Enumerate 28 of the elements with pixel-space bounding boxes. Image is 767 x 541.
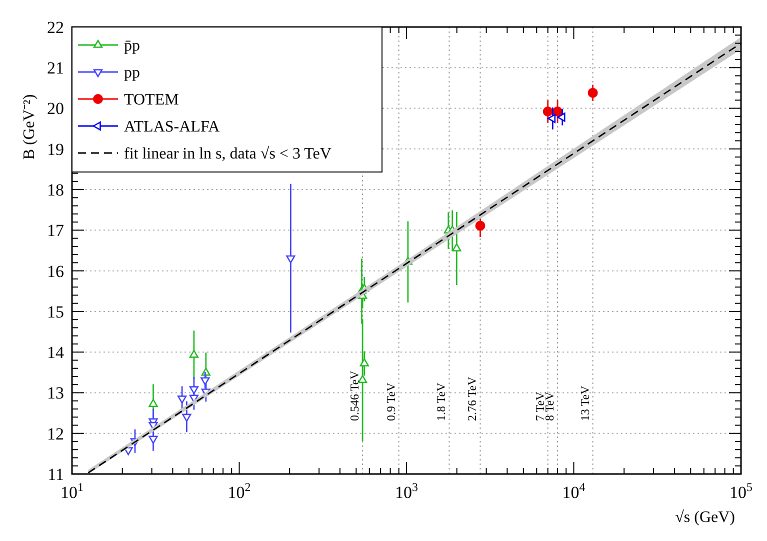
y-tick-label: 15 [47, 302, 64, 322]
y-tick-label: 20 [47, 99, 64, 118]
y-tick-label: 12 [47, 424, 64, 444]
y-tick-label: 21 [47, 58, 64, 78]
ref-line-label: 7 TeV [532, 391, 547, 421]
y-tick-label: 19 [47, 140, 64, 159]
y-tick-label: 16 [47, 262, 64, 281]
x-tick-label: 10$^{3}$ [395, 480, 418, 502]
ref-line-label: 13 TeV [578, 385, 592, 421]
y-axis-title: B (GeV⁻²) [21, 94, 38, 160]
legend-label: fit linear in ln s, data √s < 3 TeV [124, 146, 332, 163]
legend-label: pp [124, 64, 140, 82]
ref-line-label: 0.546 TeV [348, 370, 362, 421]
y-tick-label: 14 [47, 343, 64, 362]
ref-line-label: 1.8 TeV [434, 382, 448, 421]
legend-label: TOTEM [124, 92, 179, 109]
y-tick-label: 18 [47, 180, 64, 200]
ref-line-label: 0.9 TeV [384, 382, 398, 421]
y-tick-label: 13 [47, 384, 64, 403]
y-tick-label: 22 [47, 18, 64, 37]
x-tick-label: 10$^{5}$ [730, 480, 753, 502]
x-tick-label: 10$^{4}$ [562, 480, 586, 502]
legend-label: p̄p [124, 38, 140, 55]
y-tick-label: 17 [47, 221, 64, 240]
x-tick-label: 10$^{2}$ [228, 480, 251, 502]
x-axis-title: √s (GeV) [675, 509, 735, 526]
legend-label: ATLAS-ALFA [124, 118, 220, 136]
ref-line-label: 2.76 TeV [465, 376, 480, 421]
